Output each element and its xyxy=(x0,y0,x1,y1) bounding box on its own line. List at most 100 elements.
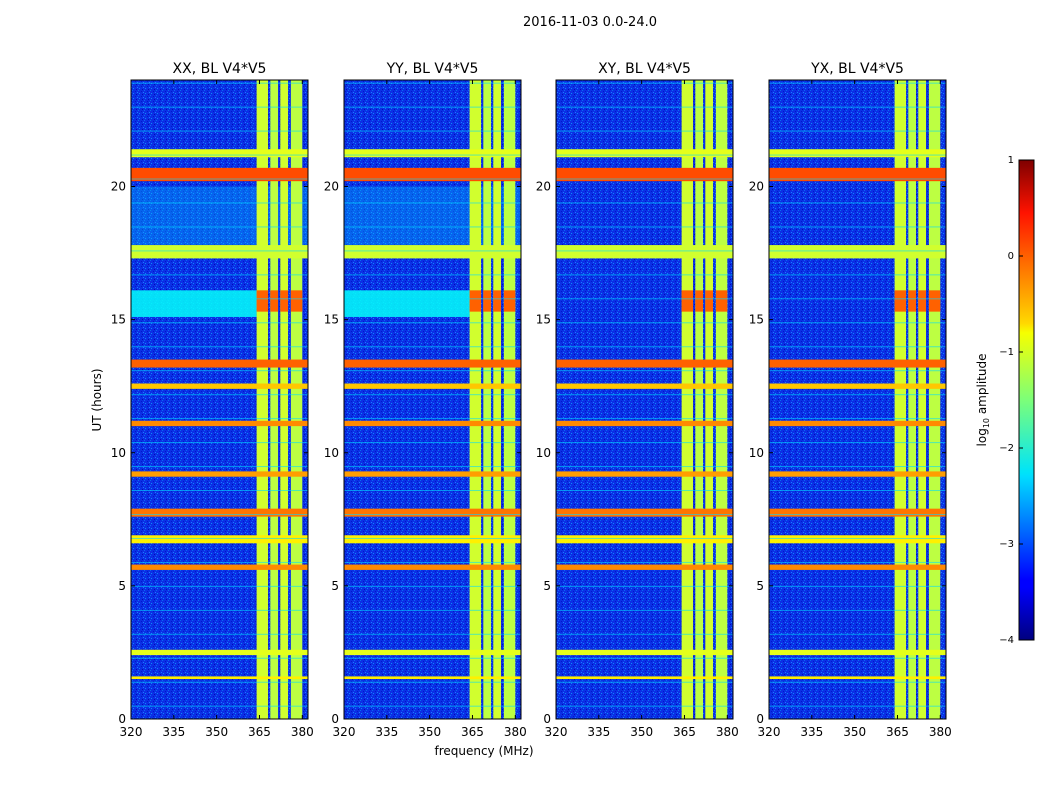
rfi-vertical-band xyxy=(928,80,941,719)
rfi-vertical-band xyxy=(469,80,482,719)
x-tick-label: 380 xyxy=(716,725,739,739)
faint-line xyxy=(344,633,521,635)
faint-line xyxy=(769,322,946,324)
faint-line xyxy=(556,370,733,372)
panel-frame xyxy=(555,79,734,720)
faint-line xyxy=(131,585,308,587)
rfi-vertical-band xyxy=(483,80,492,719)
faint-line xyxy=(131,394,308,396)
rfi-horizontal-band xyxy=(344,149,521,158)
rfi-horizontal-band xyxy=(556,508,733,517)
faint-line xyxy=(769,154,946,156)
panel-frame xyxy=(130,79,309,720)
faint-line xyxy=(556,561,733,563)
colorbar-label-main: log xyxy=(975,428,989,446)
rfi-vertical-band xyxy=(894,80,907,719)
faint-line xyxy=(556,681,733,683)
y-tick-label: 15 xyxy=(324,313,339,327)
x-tick-label: 335 xyxy=(375,725,398,739)
faint-line xyxy=(769,274,946,276)
faint-line xyxy=(556,154,733,156)
rfi-burst xyxy=(918,290,927,312)
faint-line xyxy=(556,298,733,300)
rfi-burst xyxy=(270,290,279,312)
x-tick-label: 335 xyxy=(587,725,610,739)
rfi-horizontal-band xyxy=(769,167,946,182)
faint-line xyxy=(344,657,521,659)
colorbar-tick-label: −1 xyxy=(999,347,1014,358)
diffuse-emission xyxy=(131,186,308,246)
faint-line xyxy=(769,394,946,396)
colorbar-ticks: 1 0 −1 −2 −3 −4 xyxy=(999,155,1023,646)
faint-line xyxy=(769,705,946,707)
y-axis-label: UT (hours) xyxy=(90,368,104,431)
rfi-horizontal-band xyxy=(131,359,308,368)
y-tick-label: 0 xyxy=(331,712,339,726)
faint-line xyxy=(131,537,308,539)
faint-line xyxy=(556,418,733,420)
rfi-burst xyxy=(894,290,907,312)
rfi-horizontal-band xyxy=(769,383,946,389)
faint-line xyxy=(556,537,733,539)
rfi-horizontal-band xyxy=(131,649,308,656)
colorbar-label-tail: amplitude xyxy=(975,354,989,418)
x-tick-label: 350 xyxy=(843,725,866,739)
rfi-horizontal-band xyxy=(131,676,308,680)
rfi-vertical-band xyxy=(280,80,289,719)
rfi-burst xyxy=(483,290,492,312)
x-tick-label: 380 xyxy=(504,725,527,739)
y-tick-label: 10 xyxy=(536,446,551,460)
faint-line xyxy=(344,226,521,228)
panel-frame xyxy=(768,79,947,720)
faint-line xyxy=(344,322,521,324)
faint-line xyxy=(769,490,946,492)
faint-line xyxy=(556,250,733,252)
figure-suptitle: 2016-11-03 0.0-24.0 xyxy=(523,15,657,30)
faint-line xyxy=(344,106,521,108)
faint-line xyxy=(131,418,308,420)
rfi-horizontal-band xyxy=(344,649,521,656)
faint-line xyxy=(344,274,521,276)
faint-line xyxy=(131,346,308,348)
background-noise xyxy=(344,80,521,719)
y-tick-label: 5 xyxy=(543,579,551,593)
x-tick-label: 320 xyxy=(120,725,143,739)
rfi-vertical-band xyxy=(270,80,279,719)
faint-line xyxy=(769,130,946,132)
faint-line xyxy=(131,178,308,180)
y-tick-label: 15 xyxy=(111,313,126,327)
rfi-horizontal-band xyxy=(131,383,308,389)
rfi-horizontal-band xyxy=(769,471,946,477)
rfi-vertical-band xyxy=(918,80,927,719)
faint-line xyxy=(556,585,733,587)
faint-line xyxy=(131,154,308,156)
rfi-vertical-band xyxy=(290,80,303,719)
panel-0: XX, BL V4*V5 320 335 350 365 380 0 5 10 15 20 xyxy=(111,61,314,739)
rfi-horizontal-band xyxy=(556,383,733,389)
x-tick-label: 335 xyxy=(800,725,823,739)
y-tick-label: 5 xyxy=(756,579,764,593)
colorbar: 10−1−2−3−4 log10 amplitude xyxy=(975,155,1035,646)
rfi-burst xyxy=(256,290,269,312)
rfi-horizontal-band xyxy=(131,167,308,182)
y-tick-label: 20 xyxy=(111,180,126,194)
panel-plot-area xyxy=(131,80,308,719)
rfi-burst xyxy=(715,290,728,312)
faint-line xyxy=(769,442,946,444)
faint-line xyxy=(556,178,733,180)
faint-line xyxy=(131,609,308,611)
faint-line xyxy=(131,633,308,635)
colorbar-tick-label: −2 xyxy=(999,443,1014,454)
rfi-horizontal-band xyxy=(769,535,946,544)
faint-line xyxy=(344,130,521,132)
faint-line xyxy=(344,537,521,539)
rfi-horizontal-band xyxy=(556,676,733,680)
rfi-burst xyxy=(908,290,917,312)
rfi-horizontal-band xyxy=(769,564,946,570)
y-tick-label: 15 xyxy=(536,313,551,327)
rfi-vertical-band xyxy=(715,80,728,719)
faint-line xyxy=(769,298,946,300)
background-noise xyxy=(131,80,308,719)
rfi-horizontal-band xyxy=(556,471,733,477)
rfi-vertical-band xyxy=(695,80,704,719)
